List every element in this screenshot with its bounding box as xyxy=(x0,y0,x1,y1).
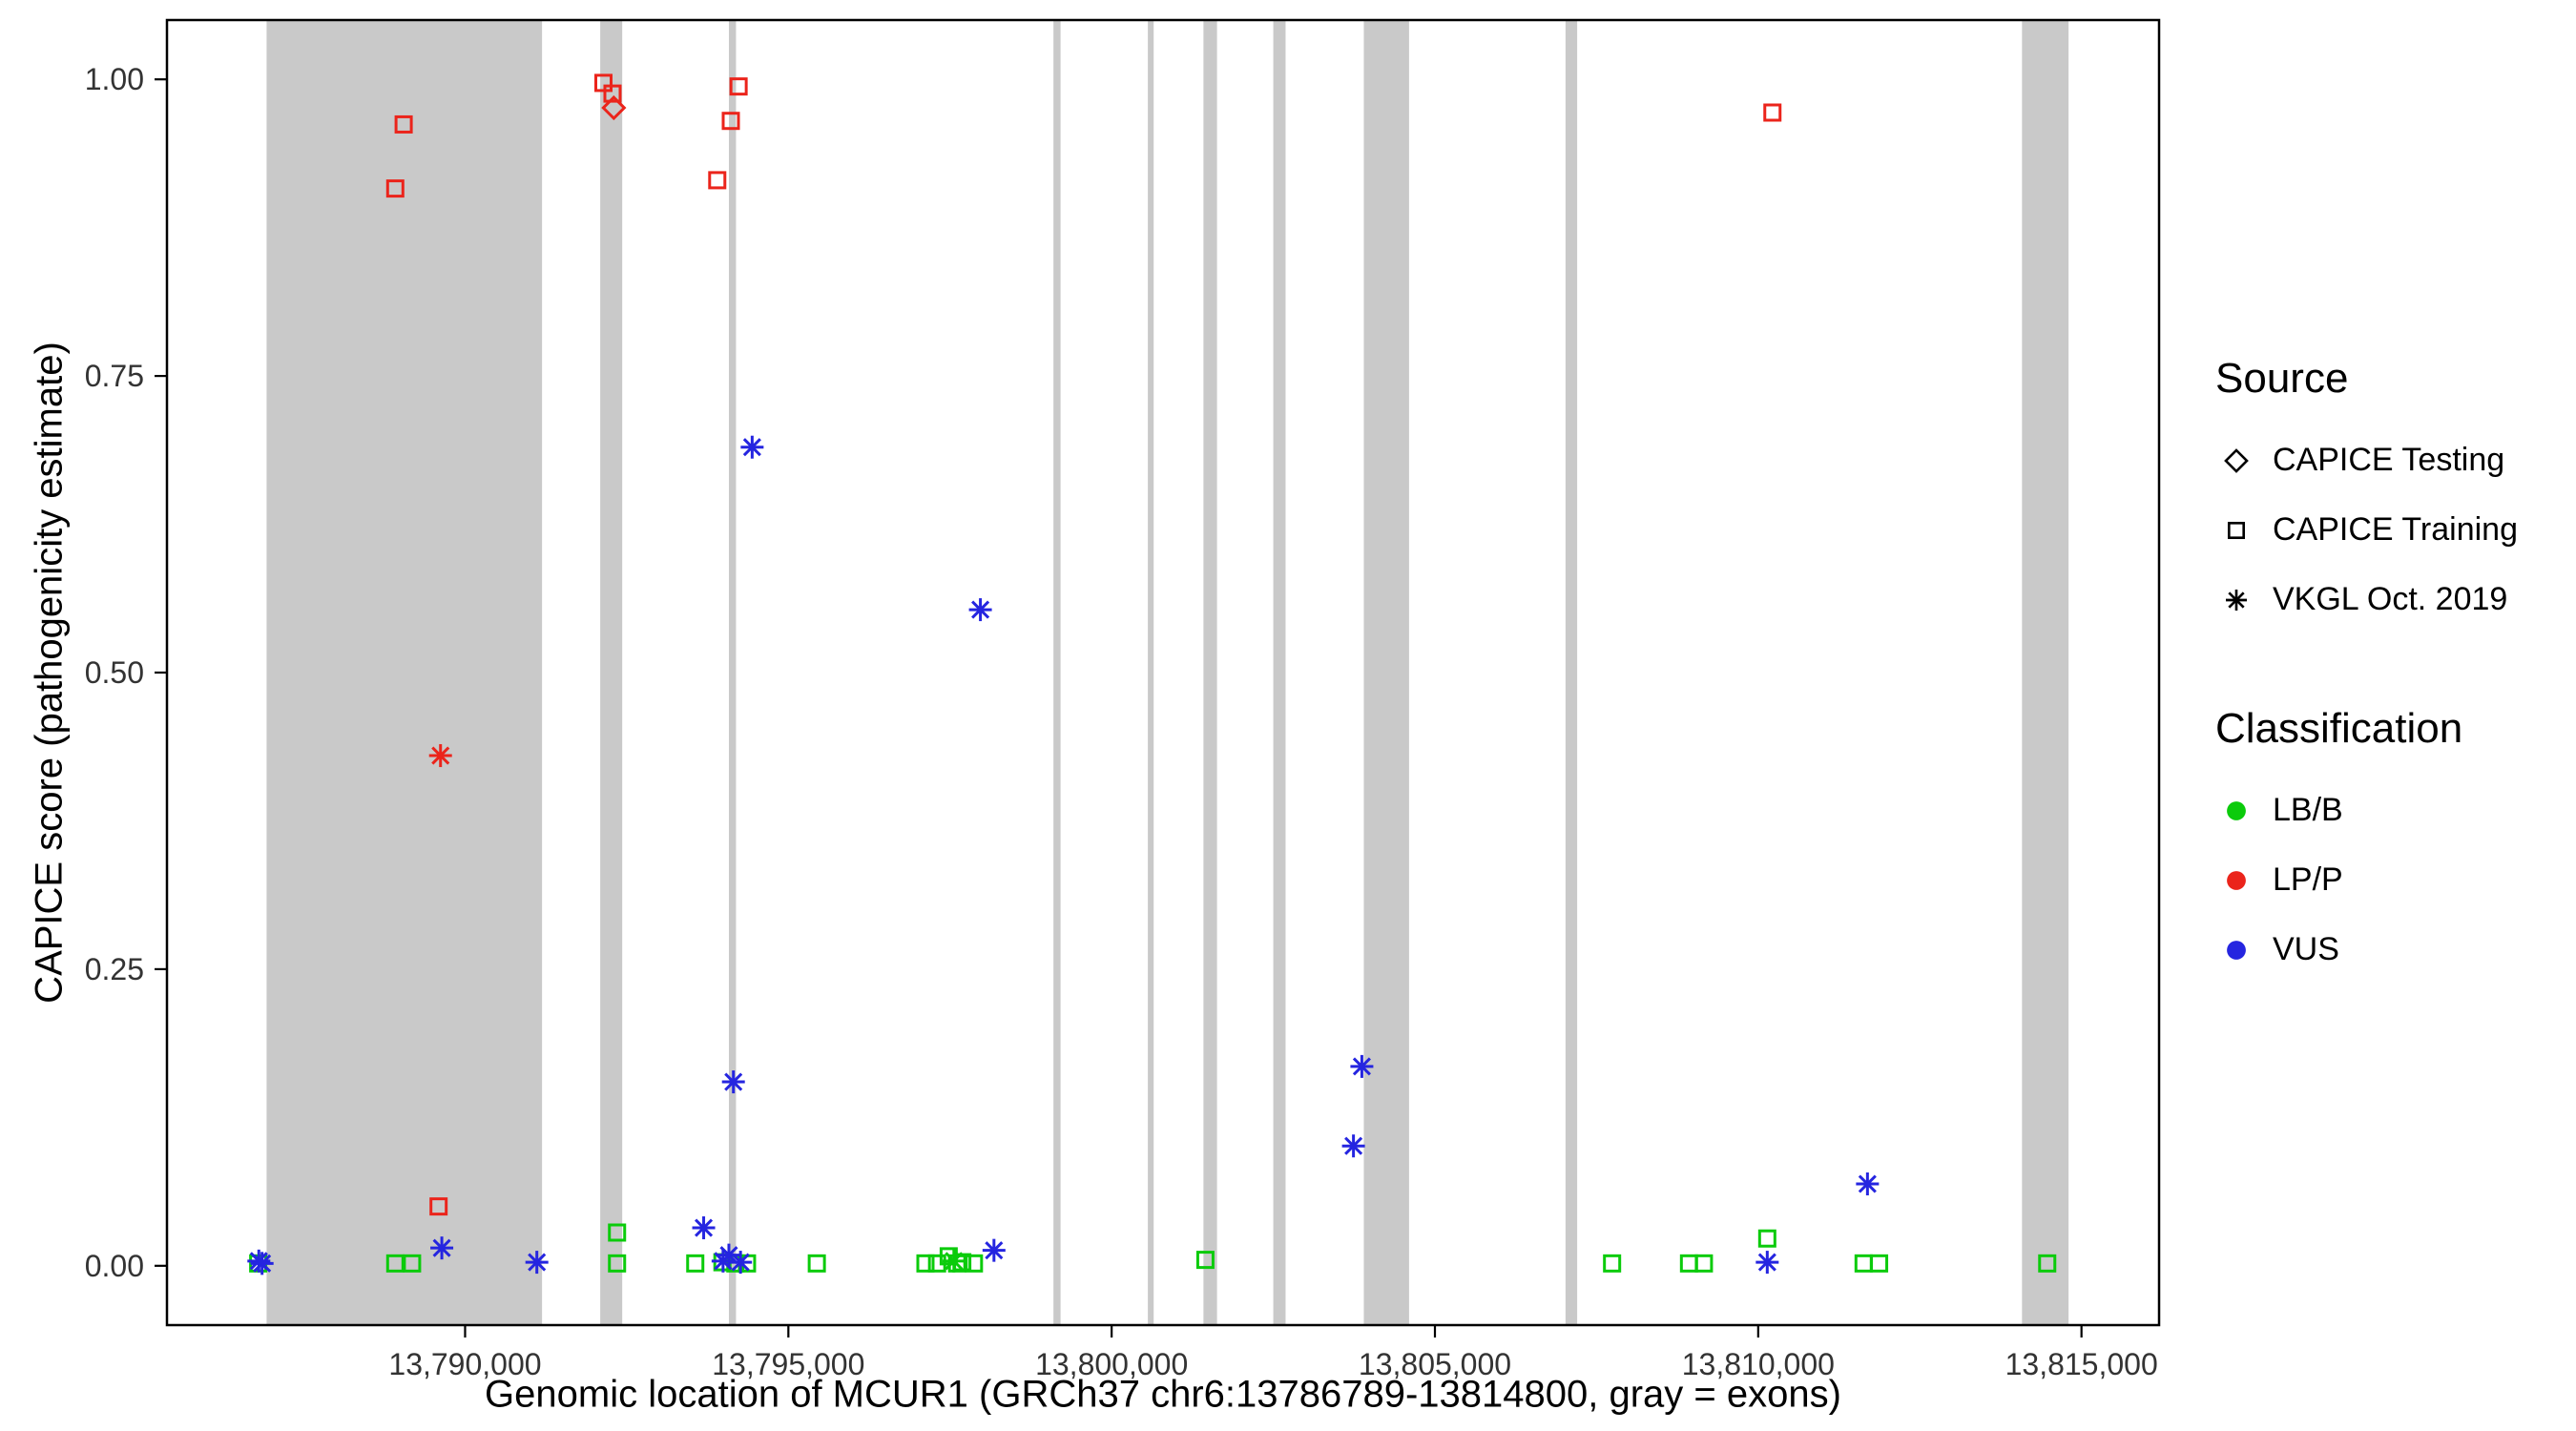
y-axis-title: CAPICE score (pathogenicity estimate) xyxy=(28,342,71,1004)
legend-label-capice-testing: CAPICE Testing xyxy=(2273,442,2505,478)
x-axis-title: Genomic location of MCUR1 (GRCh37 chr6:1… xyxy=(485,1373,1841,1416)
legend: Source CAPICE Testing CAPICE Training xyxy=(2215,355,2518,985)
lbb-dot-icon xyxy=(2227,800,2246,820)
square-icon xyxy=(2227,521,2246,539)
svg-text:13,795,000: 13,795,000 xyxy=(712,1347,864,1381)
svg-text:13,810,000: 13,810,000 xyxy=(1682,1347,1835,1381)
svg-text:1.00: 1.00 xyxy=(85,62,144,96)
lpp-dot-icon xyxy=(2227,870,2246,890)
diamond-icon xyxy=(2224,447,2249,473)
svg-text:0.50: 0.50 xyxy=(85,655,144,690)
vus-dot-icon xyxy=(2227,940,2246,960)
legend-group-classification: Classification LB/B LP/P VUS xyxy=(2215,705,2518,985)
svg-text:13,790,000: 13,790,000 xyxy=(388,1347,541,1381)
svg-text:0.75: 0.75 xyxy=(85,359,144,393)
svg-text:13,805,000: 13,805,000 xyxy=(1359,1347,1511,1381)
legend-label-lpp: LP/P xyxy=(2273,861,2343,898)
legend-label-capice-training: CAPICE Training xyxy=(2273,511,2518,548)
legend-label-vkgl: VKGL Oct. 2019 xyxy=(2273,581,2508,617)
legend-label-vus: VUS xyxy=(2273,931,2339,967)
legend-item-lpp: LP/P xyxy=(2215,845,2518,915)
asterisk-icon xyxy=(2226,589,2247,611)
svg-text:0.00: 0.00 xyxy=(85,1249,144,1283)
legend-source-title: Source xyxy=(2215,355,2349,402)
legend-label-lbb: LB/B xyxy=(2273,792,2343,828)
legend-item-capice-testing: CAPICE Testing xyxy=(2215,425,2518,495)
legend-item-vkgl: VKGL Oct. 2019 xyxy=(2215,565,2518,634)
svg-text:0.25: 0.25 xyxy=(85,952,144,986)
legend-classification-title: Classification xyxy=(2215,705,2463,752)
svg-text:13,815,000: 13,815,000 xyxy=(2005,1347,2158,1381)
legend-group-source: Source CAPICE Testing CAPICE Training xyxy=(2215,355,2518,634)
svg-text:13,800,000: 13,800,000 xyxy=(1035,1347,1188,1381)
legend-item-capice-training: CAPICE Training xyxy=(2215,495,2518,565)
legend-item-lbb: LB/B xyxy=(2215,776,2518,845)
legend-item-vus: VUS xyxy=(2215,915,2518,985)
